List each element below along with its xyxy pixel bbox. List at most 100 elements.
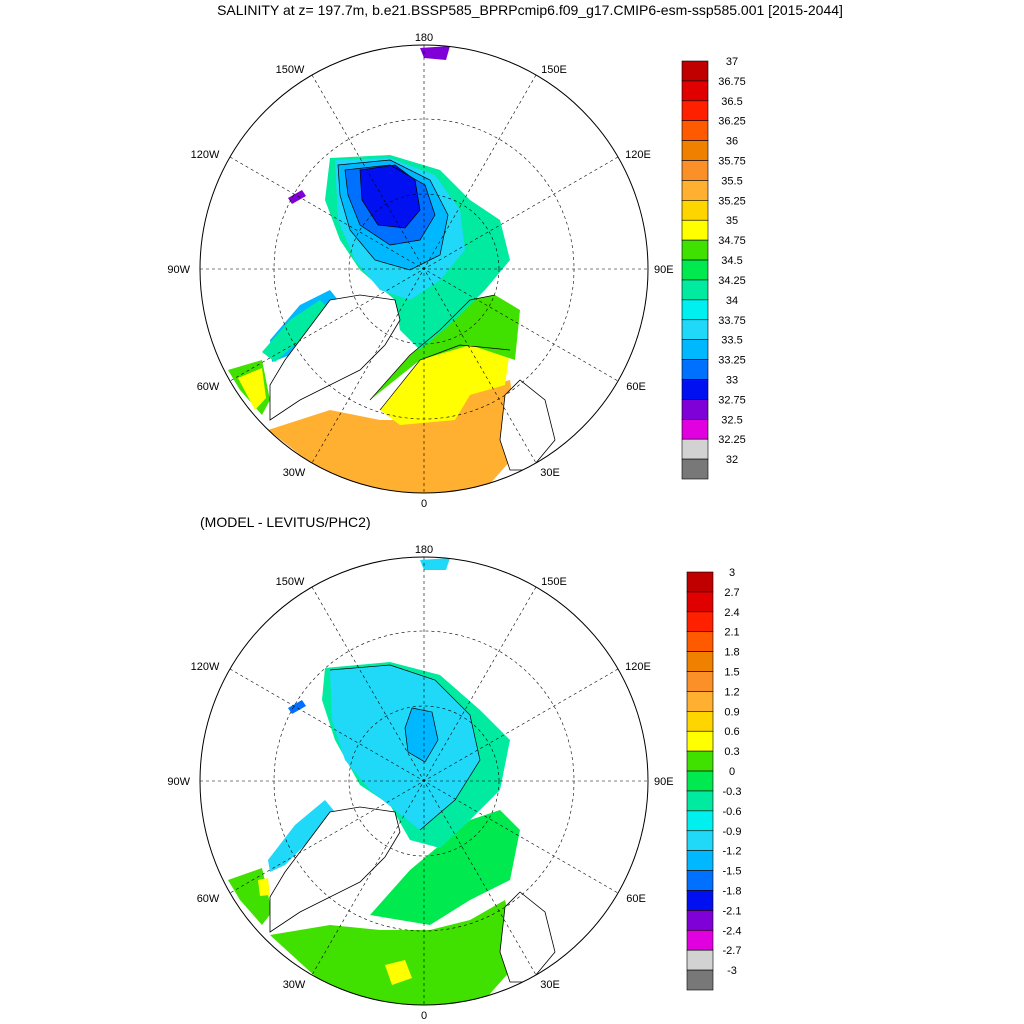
lon-label-180: 180 [415,32,433,44]
salinity-colorbar-label: 34.5 [721,255,742,267]
lon-label-150e: 150E [541,64,567,76]
difference-colorbar-label: -0.6 [723,806,742,818]
salinity-colorbar-label: 33.5 [721,335,742,347]
salinity-colorbar-label: 36.75 [718,76,746,88]
difference-colorbar-label: 2.4 [724,607,739,619]
salinity-baffin-cyan [262,300,330,362]
difference-colorbar-swatch [686,671,714,692]
difference-map: 180 0 150W 150E 120W 120E 90W 90E 60W 60… [167,544,673,1022]
difference-colorbar-label: 1.5 [724,667,739,679]
difference-colorbar-swatch [686,870,714,891]
difference-colorbar-label: -0.9 [723,826,742,838]
salinity-colorbar-label: 32.25 [718,434,746,446]
salinity-colorbar-swatch [681,180,709,201]
salinity-colorbar-swatch [681,219,709,241]
salinity-atlantic-yellow [380,345,510,425]
difference-colorbar-swatch [686,571,714,593]
difference-graticule [200,557,648,1005]
difference-longitude-labels: 180 0 150W 150E 120W 120E 90W 90E 60W 60… [167,544,673,1022]
salinity-purple-patch-west [288,190,306,204]
difference-colorbar-label: 2.1 [724,627,739,639]
difference-arctic-cyan [330,665,480,830]
difference-colorbar-label: -2.1 [723,905,742,917]
difference-colorbar-swatch [686,910,714,931]
difference-colorbar-swatch [686,890,714,911]
difference-fill-field [228,558,556,1005]
lon-label-150w: 150W [276,576,305,588]
salinity-purple-patch-north [420,46,450,60]
lon-label-60e: 60E [626,381,646,393]
lon-label-30w: 30W [283,467,306,479]
salinity-map: 180 0 150W 150E 120W 120E 90W 90E 60W 60… [167,32,673,510]
difference-norwegian-green [370,810,520,925]
salinity-arctic-deep-core [360,165,420,228]
difference-colorbar-swatch [686,850,714,871]
difference-colorbar-swatch [686,730,714,752]
salinity-colorbar-label: 34.75 [718,235,746,247]
lon-label-60w: 60W [197,381,220,393]
salinity-colorbar-label: 35.5 [721,175,742,187]
difference-colorbar: 3 2.7 2.4 2.1 1.8 1.5 1.2 0.9 0.6 0.3 0 -0.3 -0.6 -0.… [686,567,742,991]
difference-colorbar-label: 1.2 [724,686,739,698]
lon-label-90e: 90E [654,776,674,788]
difference-colorbar-swatch [686,810,714,832]
lon-label-60w: 60W [197,893,220,905]
lon-label-120e: 120E [625,149,651,161]
lon-label-90w: 90W [167,776,190,788]
difference-colorbar-swatch [686,711,714,732]
difference-colorbar-swatch [686,611,714,633]
difference-colorbar-swatch [686,691,714,712]
difference-arctic-blue-core [405,708,438,762]
difference-colorbar-swatch [686,969,714,991]
difference-colorbar-label: 1.8 [724,647,739,659]
difference-greenland-land [269,806,401,933]
salinity-colorbar-label: 34.25 [718,275,746,287]
salinity-colorbar-label: 33 [726,374,738,386]
salinity-colorbar-label: 36.5 [721,96,742,108]
salinity-colorbar-swatch [681,339,709,360]
salinity-colorbar-label: 33.75 [718,315,746,327]
difference-colorbar-label: -2.4 [723,925,742,937]
difference-colorbar-label: 0.9 [724,706,739,718]
salinity-colorbar-swatch [681,140,709,161]
lon-label-90e: 90E [654,264,674,276]
difference-colorbar-swatch [686,770,714,792]
salinity-colorbar-label: 32 [726,454,738,466]
difference-west-blue-patch [288,700,306,714]
lon-label-150e: 150E [541,576,567,588]
salinity-colorbar: 37 36.75 36.5 36.25 36 35.75 35.5 35.25 35 34.75 3… [681,56,746,480]
lon-label-30w: 30W [283,979,306,991]
salinity-colorbar-label: 32.75 [718,394,746,406]
salinity-graticule [200,45,648,493]
salinity-greenland-land [269,294,401,421]
difference-colorbar-swatch [686,830,714,851]
difference-map-border [199,556,649,1006]
lon-label-60e: 60E [626,893,646,905]
difference-colorbar-label: -3 [727,965,737,977]
figure-title: SALINITY at z= 197.7m, b.e21.BSSP585_BPR… [217,2,843,18]
salinity-colorbar-swatch [681,359,709,380]
lon-label-30e: 30E [540,979,560,991]
salinity-colorbar-swatch [681,399,709,420]
salinity-colorbar-swatch [681,200,709,221]
difference-colorbar-label: -1.8 [723,885,742,897]
difference-colorbar-label: -1.2 [723,846,742,858]
difference-colorbar-swatch [686,591,714,613]
lon-label-180: 180 [415,544,433,556]
salinity-colorbar-swatch [681,438,709,460]
difference-baffin-strip [268,800,335,872]
difference-colorbar-label: -0.3 [723,786,742,798]
difference-pacific-cyan [420,558,450,570]
difference-colorbar-label: 0.3 [724,746,739,758]
difference-atlantic-green [270,900,520,1005]
salinity-colorbar-swatch [681,60,709,82]
salinity-colorbar-label: 34 [726,295,738,307]
difference-colorbar-swatch [686,651,714,672]
difference-colorbar-label: 2.7 [724,587,739,599]
difference-contours [329,664,481,831]
lon-label-120e: 120E [625,661,651,673]
salinity-contours [337,159,511,411]
salinity-colorbar-swatch [681,120,709,141]
difference-colorbar-label: 0.6 [724,726,739,738]
